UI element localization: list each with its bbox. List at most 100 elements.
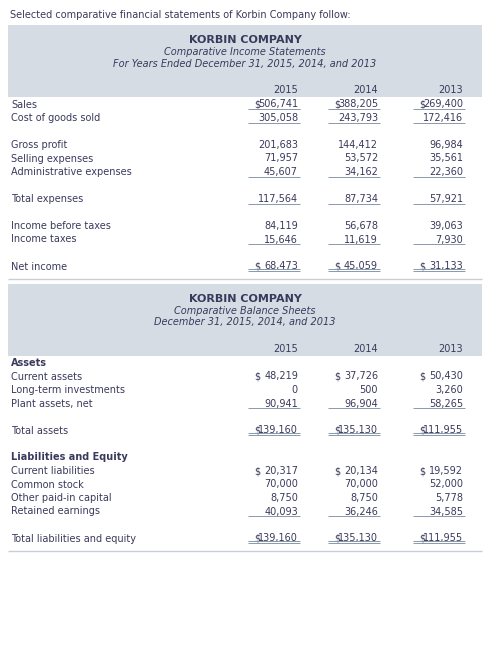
Text: 56,678: 56,678 bbox=[344, 221, 378, 231]
Text: Gross profit: Gross profit bbox=[11, 140, 67, 150]
Text: $: $ bbox=[254, 372, 260, 381]
Text: Long-term investments: Long-term investments bbox=[11, 385, 125, 395]
Text: 34,585: 34,585 bbox=[429, 506, 463, 516]
Text: 45,059: 45,059 bbox=[344, 262, 378, 271]
Text: 20,317: 20,317 bbox=[264, 466, 298, 476]
Text: KORBIN COMPANY: KORBIN COMPANY bbox=[189, 294, 301, 303]
Text: $: $ bbox=[254, 426, 260, 436]
Text: 53,572: 53,572 bbox=[344, 154, 378, 163]
Text: Selling expenses: Selling expenses bbox=[11, 154, 93, 163]
Text: 84,119: 84,119 bbox=[264, 221, 298, 231]
Text: 139,160: 139,160 bbox=[258, 534, 298, 544]
Text: 39,063: 39,063 bbox=[429, 221, 463, 231]
Text: Comparative Balance Sheets: Comparative Balance Sheets bbox=[174, 305, 316, 316]
Text: 111,955: 111,955 bbox=[423, 534, 463, 544]
Text: 58,265: 58,265 bbox=[429, 398, 463, 408]
Text: 96,984: 96,984 bbox=[429, 140, 463, 150]
Text: December 31, 2015, 2014, and 2013: December 31, 2015, 2014, and 2013 bbox=[154, 318, 336, 327]
Text: 40,093: 40,093 bbox=[264, 506, 298, 516]
Text: 388,205: 388,205 bbox=[338, 100, 378, 109]
Text: 50,430: 50,430 bbox=[429, 372, 463, 381]
Text: 3,260: 3,260 bbox=[435, 385, 463, 395]
Text: Total assets: Total assets bbox=[11, 426, 68, 436]
Text: 135,130: 135,130 bbox=[338, 426, 378, 436]
Text: 70,000: 70,000 bbox=[264, 480, 298, 490]
Text: $: $ bbox=[334, 534, 340, 544]
Text: 57,921: 57,921 bbox=[429, 194, 463, 204]
Text: $: $ bbox=[419, 100, 425, 109]
Text: 34,162: 34,162 bbox=[344, 167, 378, 177]
Bar bbox=[8, 25, 482, 97]
Text: Current liabilities: Current liabilities bbox=[11, 466, 95, 476]
Text: 87,734: 87,734 bbox=[344, 194, 378, 204]
Text: 506,741: 506,741 bbox=[258, 100, 298, 109]
Text: KORBIN COMPANY: KORBIN COMPANY bbox=[189, 35, 301, 45]
Text: $: $ bbox=[419, 372, 425, 381]
Text: 243,793: 243,793 bbox=[338, 113, 378, 123]
Text: 7,930: 7,930 bbox=[435, 234, 463, 245]
Text: $: $ bbox=[334, 100, 340, 109]
Bar bbox=[8, 283, 482, 355]
Text: Retained earnings: Retained earnings bbox=[11, 506, 100, 516]
Text: $: $ bbox=[254, 466, 260, 476]
Text: 20,134: 20,134 bbox=[344, 466, 378, 476]
Text: Income before taxes: Income before taxes bbox=[11, 221, 111, 231]
Text: Current assets: Current assets bbox=[11, 372, 82, 381]
Text: Administrative expenses: Administrative expenses bbox=[11, 167, 132, 177]
Text: 31,133: 31,133 bbox=[429, 262, 463, 271]
Text: $: $ bbox=[254, 100, 260, 109]
Text: Income taxes: Income taxes bbox=[11, 234, 77, 245]
Text: 135,130: 135,130 bbox=[338, 534, 378, 544]
Text: For Years Ended December 31, 2015, 2014, and 2013: For Years Ended December 31, 2015, 2014,… bbox=[113, 59, 377, 69]
Text: 52,000: 52,000 bbox=[429, 480, 463, 490]
Text: 2015: 2015 bbox=[273, 85, 298, 95]
Text: Net income: Net income bbox=[11, 262, 67, 271]
Text: 48,219: 48,219 bbox=[264, 372, 298, 381]
Text: 139,160: 139,160 bbox=[258, 426, 298, 436]
Text: Total liabilities and equity: Total liabilities and equity bbox=[11, 534, 136, 544]
Text: $: $ bbox=[334, 426, 340, 436]
Text: 15,646: 15,646 bbox=[264, 234, 298, 245]
Text: Cost of goods sold: Cost of goods sold bbox=[11, 113, 100, 123]
Text: 2013: 2013 bbox=[438, 85, 463, 95]
Text: Plant assets, net: Plant assets, net bbox=[11, 398, 93, 408]
Text: $: $ bbox=[419, 466, 425, 476]
Text: 172,416: 172,416 bbox=[423, 113, 463, 123]
Text: 19,592: 19,592 bbox=[429, 466, 463, 476]
Text: 2014: 2014 bbox=[354, 344, 378, 353]
Text: 144,412: 144,412 bbox=[338, 140, 378, 150]
Text: $: $ bbox=[254, 534, 260, 544]
Text: Sales: Sales bbox=[11, 100, 37, 109]
Text: 269,400: 269,400 bbox=[423, 100, 463, 109]
Text: 2015: 2015 bbox=[273, 344, 298, 353]
Text: Assets: Assets bbox=[11, 358, 47, 368]
Text: $: $ bbox=[419, 534, 425, 544]
Text: 37,726: 37,726 bbox=[344, 372, 378, 381]
Text: Selected comparative financial statements of Korbin Company follow:: Selected comparative financial statement… bbox=[10, 10, 351, 20]
Text: 22,360: 22,360 bbox=[429, 167, 463, 177]
Text: 5,778: 5,778 bbox=[435, 493, 463, 503]
Text: 305,058: 305,058 bbox=[258, 113, 298, 123]
Text: 500: 500 bbox=[359, 385, 378, 395]
Text: 68,473: 68,473 bbox=[264, 262, 298, 271]
Text: 11,619: 11,619 bbox=[344, 234, 378, 245]
Text: 117,564: 117,564 bbox=[258, 194, 298, 204]
Text: 96,904: 96,904 bbox=[344, 398, 378, 408]
Text: Common stock: Common stock bbox=[11, 480, 84, 490]
Text: Total expenses: Total expenses bbox=[11, 194, 83, 204]
Text: Comparative Income Statements: Comparative Income Statements bbox=[164, 47, 326, 57]
Text: 35,561: 35,561 bbox=[429, 154, 463, 163]
Text: Liabilities and Equity: Liabilities and Equity bbox=[11, 452, 128, 462]
Text: 2014: 2014 bbox=[354, 85, 378, 95]
Text: 45,607: 45,607 bbox=[264, 167, 298, 177]
Text: $: $ bbox=[334, 466, 340, 476]
Text: $: $ bbox=[419, 426, 425, 436]
Text: 8,750: 8,750 bbox=[350, 493, 378, 503]
Text: 90,941: 90,941 bbox=[264, 398, 298, 408]
Text: Other paid-in capital: Other paid-in capital bbox=[11, 493, 111, 503]
Text: 0: 0 bbox=[292, 385, 298, 395]
Text: 70,000: 70,000 bbox=[344, 480, 378, 490]
Text: 111,955: 111,955 bbox=[423, 426, 463, 436]
Text: $: $ bbox=[254, 262, 260, 271]
Text: 71,957: 71,957 bbox=[264, 154, 298, 163]
